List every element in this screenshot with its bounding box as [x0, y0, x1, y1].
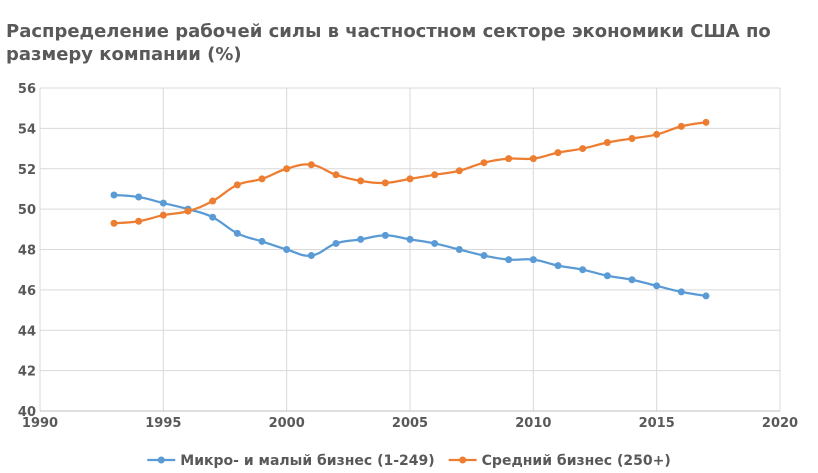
data-point: [381, 231, 389, 239]
data-point: [603, 139, 611, 147]
data-point: [653, 130, 661, 138]
data-point: [529, 256, 537, 264]
data-point: [554, 262, 562, 270]
data-point: [628, 276, 636, 284]
data-point: [110, 191, 118, 199]
data-point: [283, 165, 291, 173]
x-tick-label: 1990: [22, 416, 58, 431]
data-point: [357, 235, 365, 243]
data-point: [258, 237, 266, 245]
x-tick-label: 2015: [639, 416, 675, 431]
data-point: [677, 122, 685, 130]
data-point: [332, 171, 340, 179]
data-point: [283, 246, 291, 253]
data-point: [357, 177, 365, 185]
legend: Микро- и малый бизнес (1-249) Средний биз…: [147, 453, 671, 469]
y-tick-label: 46: [18, 284, 36, 299]
data-point: [579, 145, 587, 153]
y-tick-label: 40: [18, 405, 36, 420]
data-point: [455, 246, 463, 253]
data-point: [406, 235, 414, 243]
data-point: [332, 239, 340, 247]
data-point: [233, 181, 241, 189]
legend-label: Микро- и малый бизнес (1-249): [180, 453, 434, 469]
y-tick-label: 42: [18, 365, 36, 380]
y-tick-label: 54: [18, 122, 36, 137]
legend-marker: [157, 456, 165, 464]
data-point: [554, 149, 562, 157]
legend-label: Средний бизнес (250+): [482, 453, 671, 469]
y-tick-label: 50: [18, 203, 36, 218]
data-point: [431, 239, 439, 247]
data-point: [480, 252, 488, 260]
grid-lines: [39, 87, 781, 412]
data-point: [505, 155, 513, 163]
series-layer: [110, 118, 710, 300]
y-tick-label: 44: [18, 324, 36, 339]
x-tick-label: 2000: [269, 416, 305, 431]
y-tick-label: 52: [18, 163, 36, 178]
data-point: [579, 266, 587, 274]
y-tick-label: 56: [18, 82, 36, 97]
legend-item: Микро- и малый бизнес (1-249): [147, 453, 435, 469]
legend-marker: [459, 456, 467, 464]
data-point: [529, 155, 537, 163]
data-point: [628, 134, 636, 142]
x-tick-label: 2020: [762, 416, 798, 431]
data-point: [505, 256, 513, 264]
data-point: [406, 175, 414, 183]
data-point: [258, 175, 266, 183]
data-point: [233, 229, 241, 237]
data-point: [702, 292, 710, 300]
data-point: [480, 159, 488, 167]
data-point: [455, 167, 463, 175]
data-point: [209, 197, 217, 205]
x-tick-label: 2010: [515, 416, 551, 431]
data-point: [184, 207, 192, 215]
axes: 40 42 44 46 48 50 52 54 56 1990 1995 2000 2005 2010 20…: [18, 82, 798, 431]
chart-title: Распределение рабочей силы в частностном…: [6, 21, 771, 65]
data-point: [677, 288, 685, 296]
series-1: [110, 191, 710, 300]
data-point: [603, 272, 611, 280]
data-point: [135, 217, 143, 225]
legend-item: Средний бизнес (250+): [448, 453, 671, 469]
data-point: [110, 219, 118, 227]
data-point: [209, 213, 217, 221]
data-point: [381, 179, 389, 187]
data-point: [159, 211, 167, 219]
y-tick-label: 48: [18, 244, 36, 259]
data-point: [431, 171, 439, 179]
data-point: [653, 282, 661, 290]
data-point: [702, 118, 710, 126]
x-tick-label: 2005: [392, 416, 428, 431]
data-point: [307, 252, 315, 260]
x-tick-label: 1995: [145, 416, 181, 431]
data-point: [135, 193, 143, 201]
data-point: [159, 199, 167, 207]
series-2: [110, 118, 710, 227]
data-point: [307, 161, 315, 169]
